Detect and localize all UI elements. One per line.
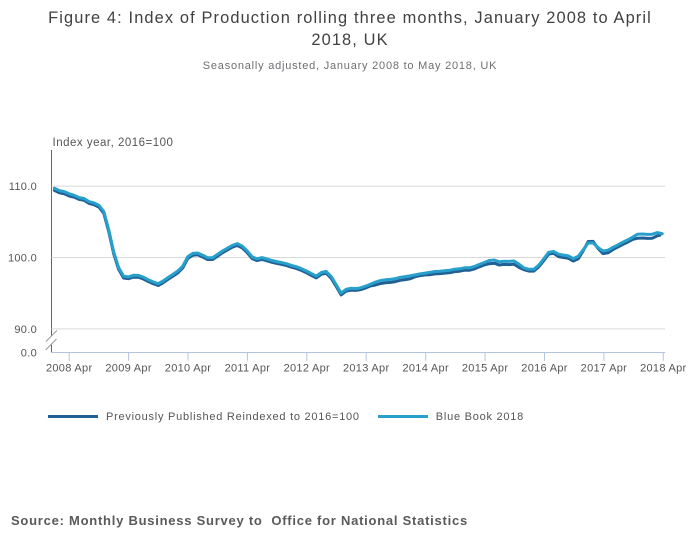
svg-text:2012 Apr: 2012 Apr bbox=[284, 362, 330, 374]
svg-text:2013 Apr: 2013 Apr bbox=[343, 362, 389, 374]
svg-text:2017 Apr: 2017 Apr bbox=[581, 362, 627, 374]
svg-text:2011 Apr: 2011 Apr bbox=[225, 362, 271, 374]
svg-text:90.0: 90.0 bbox=[14, 324, 37, 336]
svg-text:2015 Apr: 2015 Apr bbox=[462, 362, 508, 374]
svg-text:Index year, 2016=100: Index year, 2016=100 bbox=[53, 137, 174, 149]
svg-text:0.0: 0.0 bbox=[21, 347, 37, 359]
svg-text:2016 Apr: 2016 Apr bbox=[521, 362, 567, 374]
svg-text:2014 Apr: 2014 Apr bbox=[402, 362, 448, 374]
svg-text:2008 Apr: 2008 Apr bbox=[46, 362, 92, 374]
svg-text:2009 Apr: 2009 Apr bbox=[105, 362, 151, 374]
svg-text:100.0: 100.0 bbox=[8, 252, 37, 264]
svg-text:110.0: 110.0 bbox=[9, 181, 37, 193]
svg-text:2010 Apr: 2010 Apr bbox=[165, 362, 211, 374]
svg-text:2018 Apr: 2018 Apr bbox=[640, 362, 686, 374]
